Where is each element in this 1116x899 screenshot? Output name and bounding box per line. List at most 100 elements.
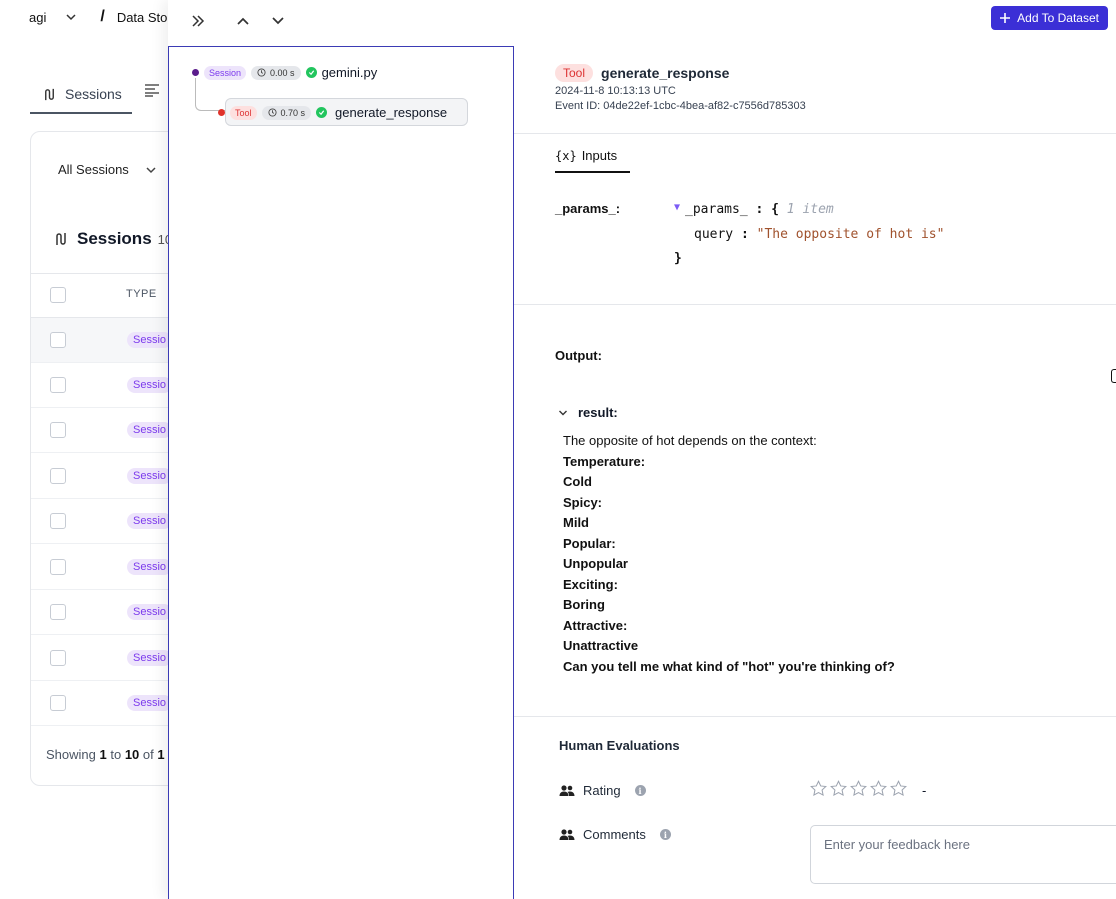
info-icon[interactable]: i — [659, 829, 671, 840]
tab-list[interactable] — [144, 83, 160, 112]
result-label: result: — [578, 405, 618, 420]
chevron-down-icon — [146, 166, 156, 173]
plus-icon — [1000, 13, 1011, 23]
tree-node-session[interactable]: Session 0.00 s gemini.py — [192, 65, 377, 80]
result-toggle[interactable]: result: — [558, 405, 618, 420]
divider — [514, 133, 1116, 134]
add-to-dataset-button[interactable]: Add To Dataset — [991, 6, 1108, 30]
json-query-key: query — [694, 227, 734, 242]
chevron-down-icon — [559, 410, 567, 415]
chevron-down-icon[interactable] — [64, 10, 78, 24]
row-checkbox[interactable] — [50, 604, 66, 620]
json-viewer: ▼ _params_ : { 1 item query : "The opposi… — [674, 198, 944, 271]
previous-event-button[interactable] — [232, 10, 254, 32]
breadcrumb-separator: / — [100, 8, 105, 25]
star-icon[interactable] — [810, 780, 827, 797]
star-icon[interactable] — [890, 780, 907, 797]
session-type-badge: Sessio — [127, 422, 173, 438]
table-row[interactable]: Sessio — [31, 408, 191, 453]
table-row[interactable]: Sessio — [31, 499, 191, 544]
params-label: _params_: — [555, 201, 621, 216]
filter-label: All Sessions — [58, 162, 129, 177]
result-line: Popular: — [563, 535, 616, 551]
sessions-heading: Sessions 10 — [53, 229, 172, 249]
result-line: Unpopular — [563, 556, 628, 571]
star-icon[interactable] — [870, 780, 887, 797]
feedback-textarea[interactable]: Enter your feedback here — [810, 825, 1116, 884]
table-row[interactable]: Sessio — [31, 318, 191, 363]
row-checkbox[interactable] — [50, 695, 66, 711]
table-row[interactable]: Sessio — [31, 454, 191, 499]
duration-badge: 0.70 s — [261, 105, 312, 120]
row-checkbox[interactable] — [50, 377, 66, 393]
row-checkbox[interactable] — [50, 513, 66, 529]
session-type-badge: Sessio — [127, 604, 173, 620]
divider — [514, 716, 1116, 717]
collapse-drawer-button[interactable] — [187, 10, 209, 32]
chevron-up-icon — [237, 17, 249, 25]
event-header: Tool generate_response 2024-11-8 10:13:1… — [555, 64, 806, 112]
info-icon[interactable]: i — [634, 785, 646, 796]
event-timestamp: 2024-11-8 10:13:13 UTC — [555, 85, 676, 97]
check-circle-icon — [316, 107, 328, 118]
tree-connector — [195, 78, 225, 111]
table-row[interactable]: Sessio — [31, 545, 191, 590]
result-line: The opposite of hot depends on the conte… — [563, 433, 817, 448]
row-checkbox[interactable] — [50, 468, 66, 484]
tab-inputs[interactable]: {x} Inputs — [555, 148, 630, 173]
session-type-badge: Sessio — [127, 468, 173, 484]
json-close-brace: } — [674, 251, 682, 266]
caret-down-icon[interactable]: ▼ — [674, 202, 681, 213]
event-name: generate_response — [601, 65, 730, 81]
result-line: Temperature: — [563, 453, 646, 469]
table-row[interactable]: Sessio — [31, 590, 191, 635]
table-row[interactable]: Sessio — [31, 681, 191, 726]
showing-to: 10 — [124, 747, 140, 762]
clock-icon — [257, 68, 266, 77]
star-icon[interactable] — [830, 780, 847, 797]
breadcrumb-current[interactable]: Data Sto — [116, 9, 168, 25]
all-sessions-filter[interactable]: All Sessions — [58, 162, 157, 177]
pagination-summary: Showing 1 to 10 of 1 — [46, 747, 165, 762]
scroll-handle[interactable] — [1111, 369, 1116, 383]
event-id: Event ID: 04de22ef-1cbc-4bea-af82-c7556d… — [555, 100, 806, 112]
table-row[interactable]: Sessio — [31, 636, 191, 681]
duration-value: 0.00 s — [270, 67, 295, 78]
json-colon: : — [755, 202, 764, 217]
star-rating[interactable] — [810, 780, 907, 797]
row-checkbox[interactable] — [50, 559, 66, 575]
row-checkbox[interactable] — [50, 422, 66, 438]
result-line: Spicy: — [563, 494, 603, 510]
table-header: TYPE — [31, 273, 191, 318]
route-icon — [56, 233, 66, 245]
session-type-badge: Sessio — [127, 695, 173, 711]
event-detail: Tool generate_response 2024-11-8 10:13:1… — [514, 46, 1116, 899]
result-line: Exciting: — [563, 576, 618, 592]
drawer-toolbar: Add To Dataset — [168, 0, 1116, 46]
comments-row: Comments i — [559, 827, 671, 842]
showing-from: 1 — [99, 747, 107, 762]
result-line: Unattractive — [563, 638, 639, 653]
human-evaluations-title: Human Evaluations — [559, 738, 680, 753]
session-tag: Session — [204, 65, 247, 80]
row-checkbox[interactable] — [50, 332, 66, 348]
duration-value: 0.70 s — [280, 107, 306, 118]
result-line: Mild — [563, 515, 589, 530]
tab-sessions[interactable]: Sessions — [30, 80, 132, 114]
event-type-badge: Tool — [555, 64, 594, 82]
next-event-button[interactable] — [267, 10, 289, 32]
select-all-checkbox[interactable] — [50, 287, 66, 303]
star-icon[interactable] — [850, 780, 867, 797]
users-icon — [559, 784, 575, 796]
result-line: Can you tell me what kind of "hot" you'r… — [563, 658, 895, 674]
variable-icon: {x} — [555, 148, 577, 163]
showing-to-word: to — [110, 747, 122, 762]
breadcrumb-project[interactable]: agi — [29, 9, 47, 25]
rating-label: Rating — [583, 783, 621, 798]
row-checkbox[interactable] — [50, 650, 66, 666]
json-key: _params_ — [685, 202, 748, 217]
check-circle-icon — [305, 67, 317, 78]
table-row[interactable]: Sessio — [31, 363, 191, 408]
result-line: Cold — [563, 474, 592, 489]
showing-prefix: Showing — [46, 747, 96, 762]
